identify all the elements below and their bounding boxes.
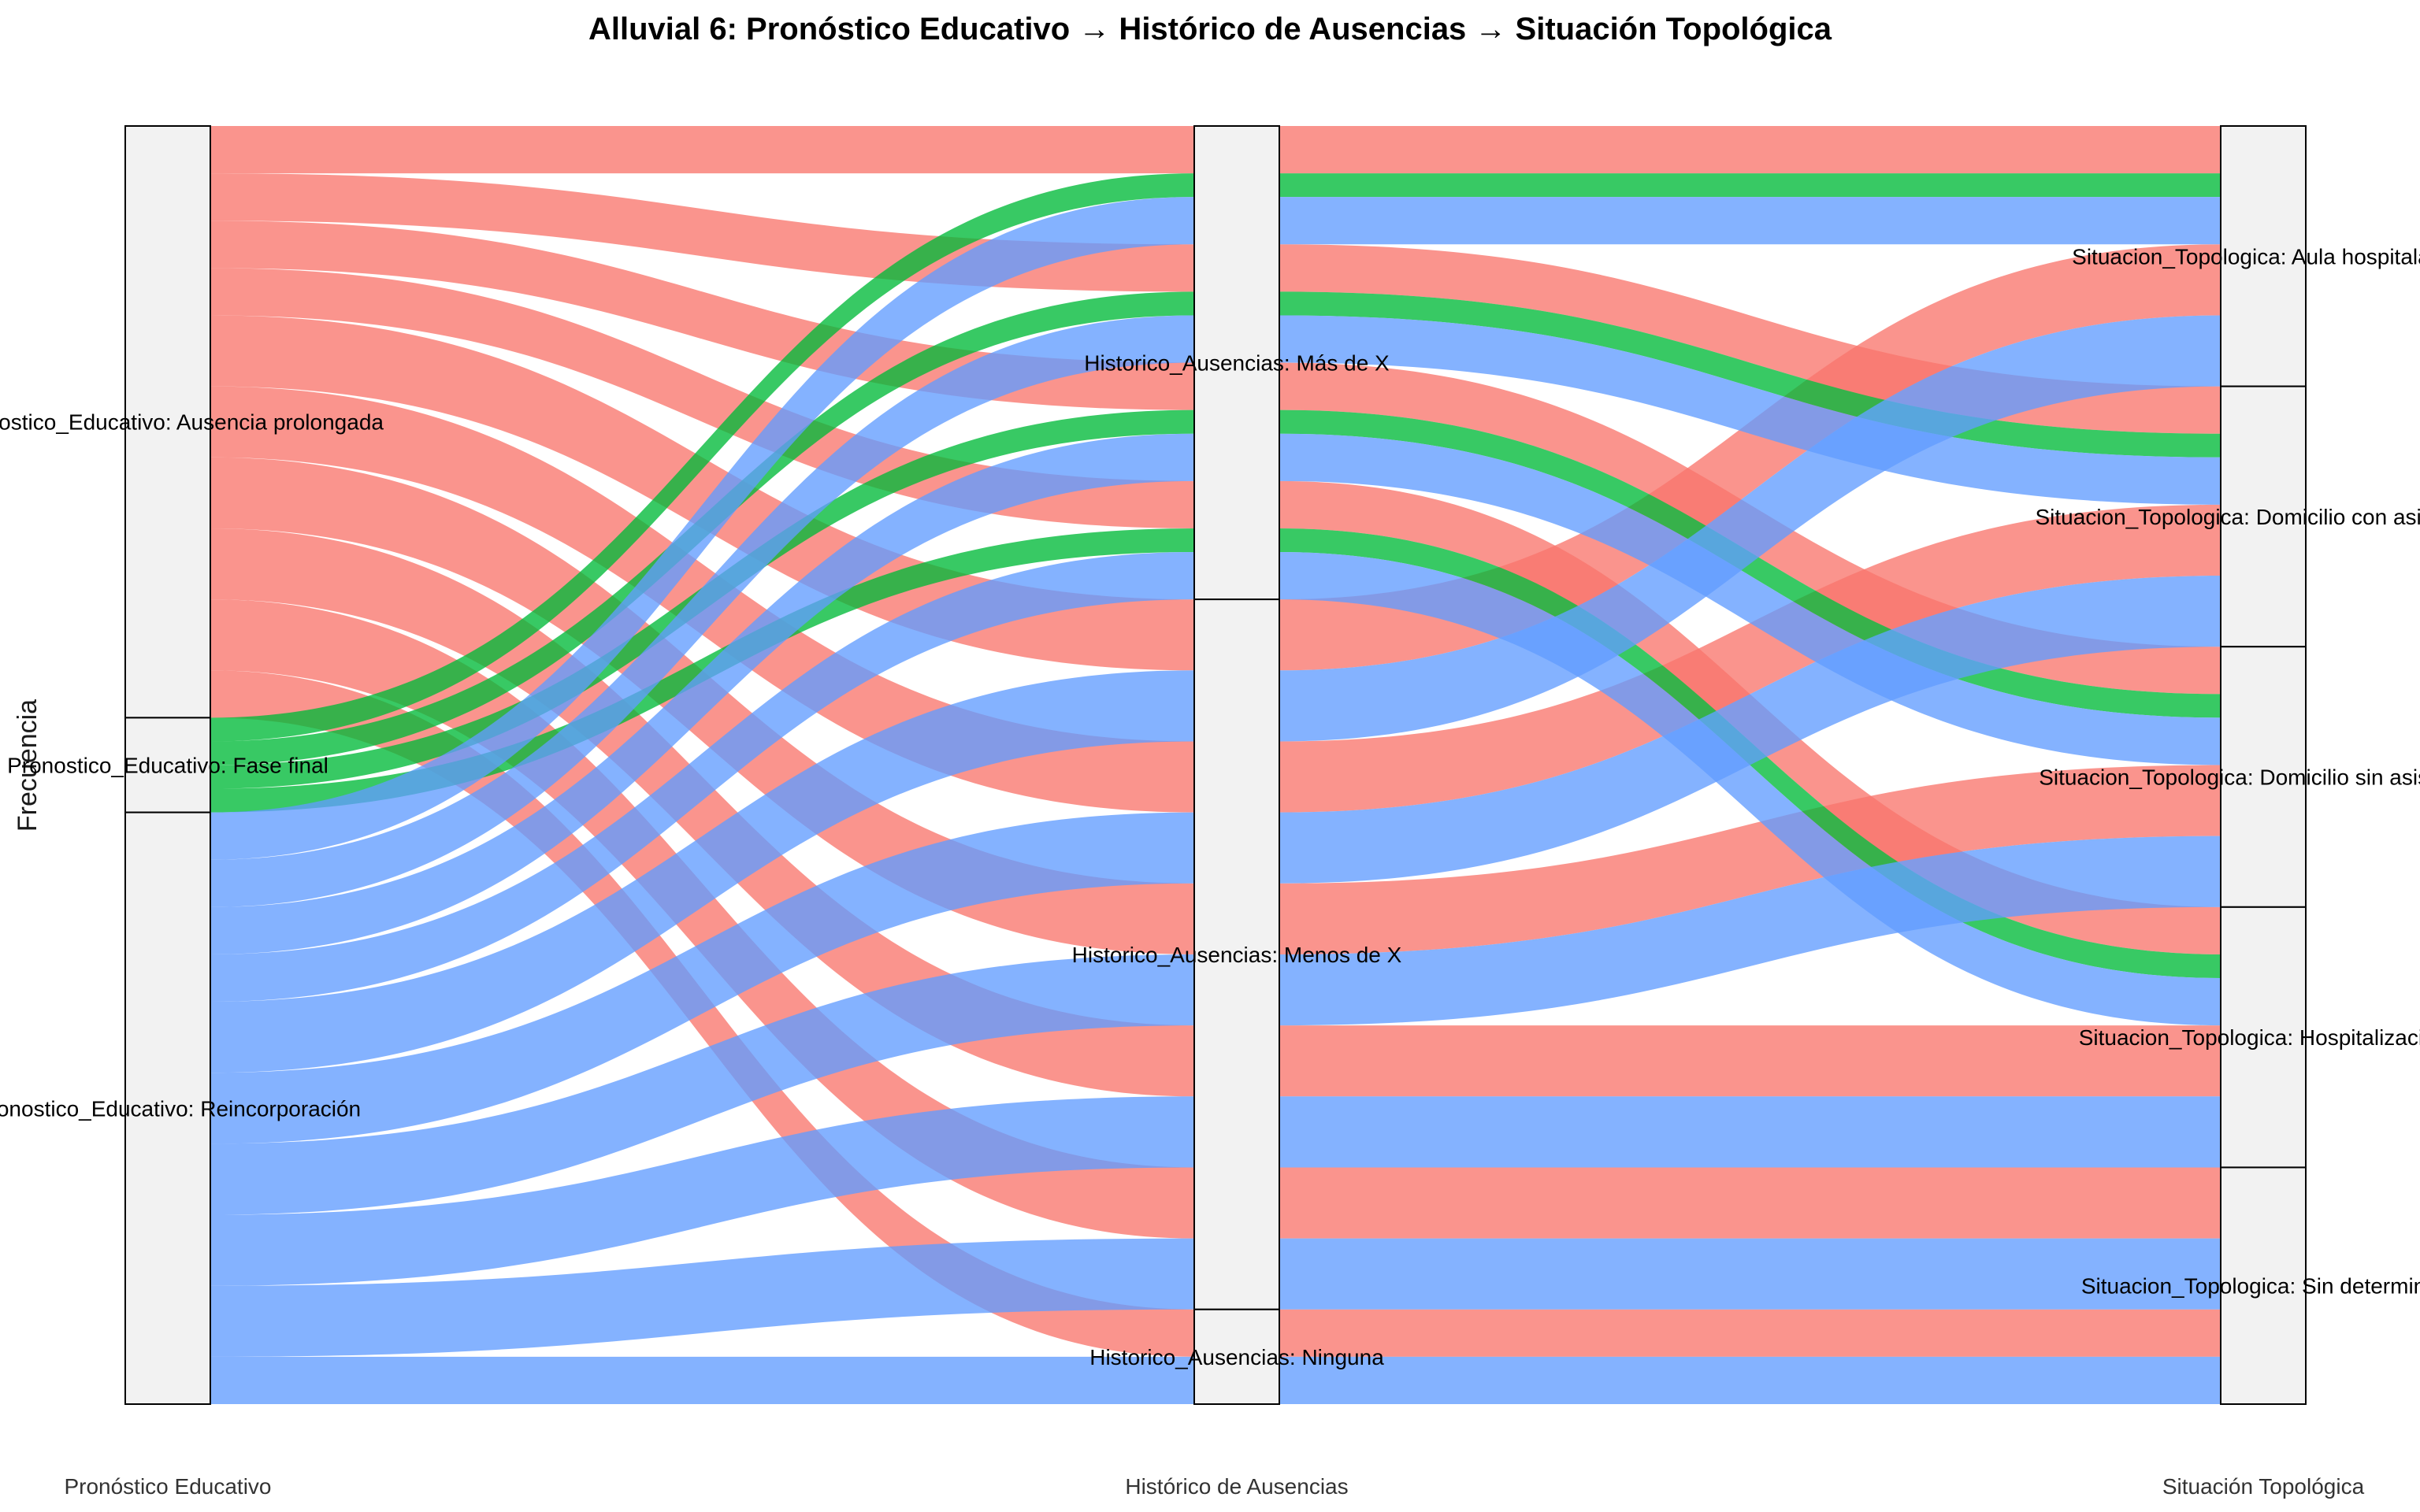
flow-band bbox=[210, 670, 1194, 1073]
flow-band bbox=[1279, 315, 2221, 742]
flow-band bbox=[1279, 1025, 2221, 1097]
flow-band bbox=[210, 1096, 1194, 1286]
flow-band bbox=[1279, 552, 2221, 1026]
stratum-label: Pronostico_Educativo: Reincorporación bbox=[0, 1096, 361, 1121]
flow-band bbox=[210, 528, 1194, 1097]
flow-band bbox=[210, 315, 1194, 907]
axis-titles-layer: Pronóstico Educativo Histórico de Ausenci… bbox=[64, 1474, 2364, 1499]
flow-band bbox=[210, 315, 1194, 671]
flows-layer bbox=[210, 126, 2221, 1404]
stratum-box bbox=[124, 811, 211, 1405]
flow-band bbox=[1279, 1167, 2221, 1239]
flow-band bbox=[210, 173, 1194, 742]
flow-band bbox=[210, 552, 1194, 1002]
stratum-box bbox=[1193, 598, 1280, 1310]
stratum-label: Pronostico_Educativo: Fase final bbox=[7, 754, 328, 778]
stratum-box bbox=[1193, 1308, 1280, 1406]
stratum-box bbox=[2220, 906, 2307, 1169]
flow-band bbox=[1279, 126, 2221, 174]
flow-band bbox=[1279, 504, 2221, 813]
flow-band bbox=[1279, 1309, 2221, 1357]
flow-band bbox=[1279, 1238, 2221, 1310]
stratum-label: Situacion_Topologica: Aula hospitalaria bbox=[2072, 244, 2420, 269]
flow-band bbox=[1279, 433, 2221, 765]
flow-band bbox=[1279, 291, 2221, 458]
flow-band bbox=[210, 954, 1194, 1215]
y-axis-label: Frecuencia bbox=[13, 699, 43, 832]
stratum-label: Situacion_Topologica: Sin determinar bbox=[2081, 1274, 2420, 1299]
stratum-box bbox=[2220, 1166, 2307, 1405]
stratum-box bbox=[1193, 125, 1280, 601]
flow-band bbox=[210, 173, 1194, 292]
flow-band bbox=[210, 433, 1194, 954]
flow-band bbox=[210, 197, 1194, 860]
flow-band bbox=[1279, 765, 2221, 954]
flow-band bbox=[1279, 1356, 2221, 1404]
stratum-label: Historico_Ausencias: Menos de X bbox=[1072, 943, 1402, 967]
flow-band bbox=[1279, 1096, 2221, 1168]
flow-band bbox=[1279, 315, 2221, 505]
stratum-box bbox=[2220, 125, 2307, 387]
flow-band bbox=[210, 1238, 1194, 1357]
axis-title: Histórico de Ausencias bbox=[1125, 1474, 1348, 1499]
flow-band bbox=[1279, 836, 2221, 1026]
stratum-label: Historico_Ausencias: Ninguna bbox=[1089, 1345, 1384, 1369]
stratum-label: Historico_Ausencias: Más de X bbox=[1084, 351, 1390, 376]
stratum-label: Pronostico_Educativo: Ausencia prolongad… bbox=[0, 410, 384, 435]
flow-band bbox=[210, 528, 1194, 813]
stratum-label: Situacion_Topologica: Domicilio con asis… bbox=[2036, 505, 2420, 529]
strata-layer bbox=[124, 125, 2307, 1406]
stratum-label: Situacion_Topologica: Hospitalización bbox=[2079, 1025, 2420, 1050]
chart-title: Alluvial 6: Pronóstico Educativo → Histó… bbox=[588, 12, 1832, 46]
flow-band bbox=[1279, 197, 2221, 245]
axis-title: Pronóstico Educativo bbox=[64, 1474, 271, 1499]
stratum-labels-layer: Pronostico_Educativo: Ausencia prolongad… bbox=[0, 244, 2420, 1369]
stratum-box bbox=[124, 125, 211, 719]
flow-band bbox=[1279, 244, 2221, 671]
flow-band bbox=[210, 126, 1194, 174]
stratum-label: Situacion_Topologica: Domicilio sin asis… bbox=[2039, 765, 2420, 790]
flow-band bbox=[210, 812, 1194, 1144]
flow-band bbox=[1279, 173, 2221, 198]
stratum-box bbox=[2220, 385, 2307, 648]
stratum-box bbox=[2220, 646, 2307, 908]
flow-band bbox=[210, 1356, 1194, 1404]
flow-band bbox=[1279, 576, 2221, 884]
flow-band bbox=[210, 599, 1194, 1239]
stratum-box bbox=[124, 717, 211, 813]
axis-title: Situación Topológica bbox=[2162, 1474, 2365, 1499]
flow-band bbox=[1279, 410, 2221, 718]
